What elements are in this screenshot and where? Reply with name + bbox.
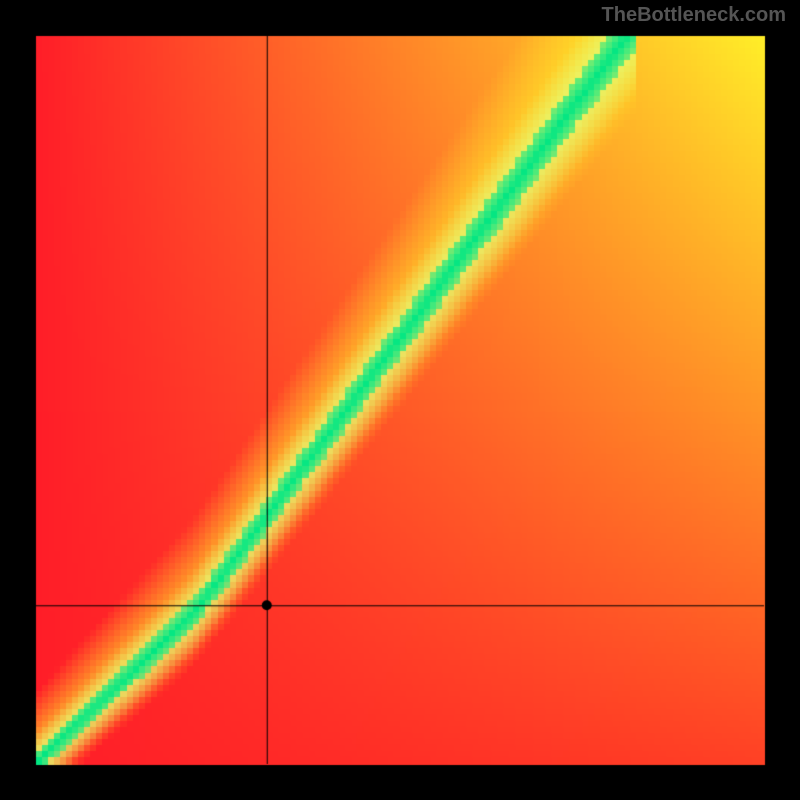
watermark-text: TheBottleneck.com [602, 4, 786, 27]
bottleneck-heatmap [0, 0, 800, 800]
